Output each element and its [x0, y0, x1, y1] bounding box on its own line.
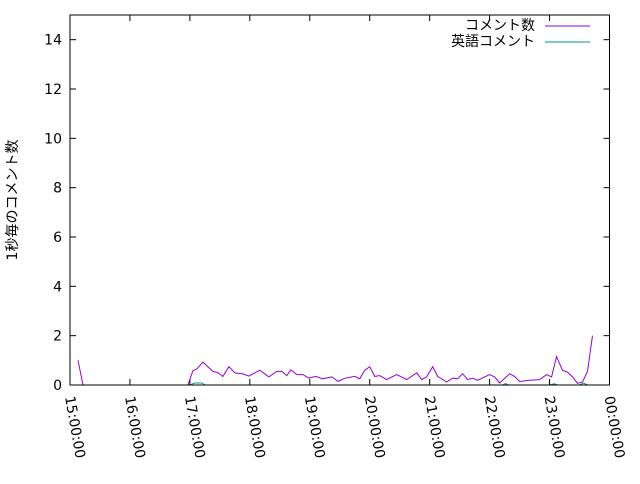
y-tick-label: 4 [53, 279, 62, 295]
x-tick-label: 22:00:00 [481, 395, 508, 460]
x-tick-label: 23:00:00 [541, 395, 568, 460]
y-tick-label: 14 [44, 33, 62, 49]
legend: コメント数 英語コメント [451, 18, 590, 50]
legend-label-0: コメント数 [465, 18, 535, 34]
x-tick-label: 00:00:00 [601, 395, 628, 460]
x-tick-label: 17:00:00 [181, 395, 208, 460]
y-tick-label: 12 [44, 82, 62, 98]
y-tick-label: 6 [53, 230, 62, 246]
x-tick-label: 21:00:00 [421, 395, 448, 460]
y-tick-label: 0 [53, 378, 62, 394]
x-tick-label: 18:00:00 [241, 395, 268, 460]
plot-border [69, 14, 610, 386]
series-line-0 [77, 335, 593, 386]
y-tick-label: 2 [53, 329, 62, 345]
x-tick-label: 20:00:00 [361, 395, 388, 460]
x-tick-label: 16:00:00 [121, 395, 148, 460]
x-tick-label: 19:00:00 [301, 395, 328, 460]
y-axis-label: 1秒毎のコメント数 [5, 140, 21, 261]
legend-label-1: 英語コメント [451, 33, 535, 50]
series-lines [77, 335, 593, 386]
y-tick-label: 8 [53, 181, 62, 197]
x-tick-label: 15:00:00 [61, 395, 88, 460]
axis-ticks: 0 2 4 6 8 10 12 14 15:00:00 16:00:00 17:00:00 18:00… [44, 15, 627, 460]
y-tick-label: 10 [44, 131, 62, 147]
